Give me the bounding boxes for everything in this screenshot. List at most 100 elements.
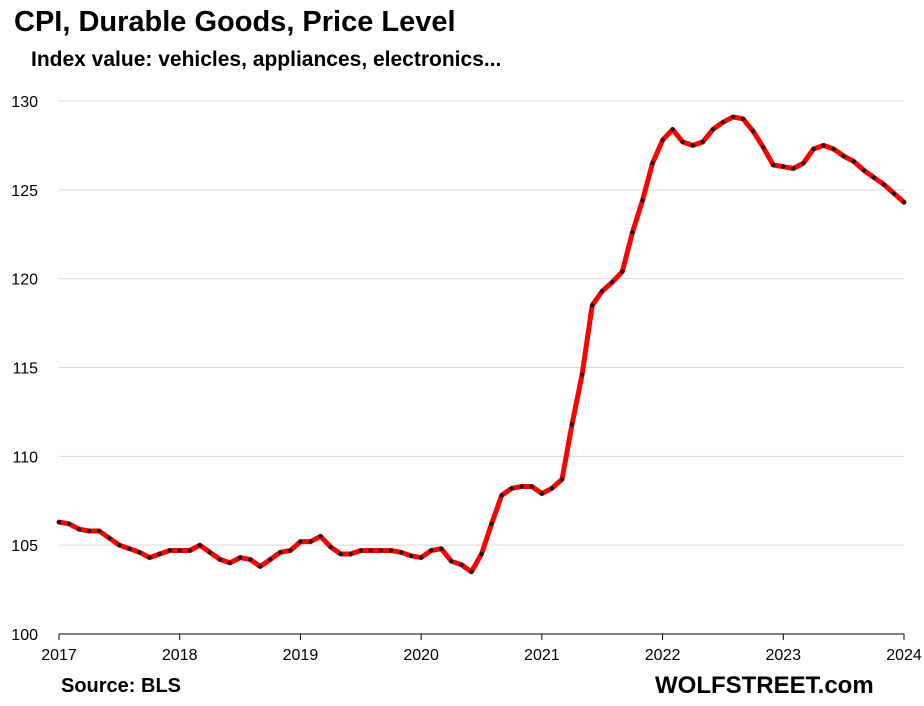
data-point-73 <box>791 166 796 171</box>
data-point-3 <box>87 528 92 534</box>
data-point-36 <box>418 555 424 560</box>
y-tick-label-125: 125 <box>11 183 38 200</box>
data-point-77 <box>831 146 836 152</box>
data-point-80 <box>861 168 866 173</box>
data-point-14 <box>197 543 202 548</box>
data-point-12 <box>177 548 182 553</box>
data-point-43 <box>489 521 494 526</box>
data-point-56 <box>620 269 625 274</box>
data-point-17 <box>227 560 233 566</box>
data-point-84 <box>901 200 907 205</box>
data-point-42 <box>479 551 484 557</box>
data-point-63 <box>690 143 695 148</box>
y-tick-label-100: 100 <box>11 627 38 644</box>
data-point-67 <box>730 114 736 120</box>
data-point-83 <box>891 191 897 196</box>
data-point-26 <box>318 534 323 539</box>
data-point-70 <box>761 145 766 150</box>
chart-title: CPI, Durable Goods, Price Level <box>14 6 456 38</box>
y-tick-label-105: 105 <box>11 538 38 555</box>
data-point-45 <box>509 486 514 491</box>
data-point-40 <box>459 562 464 567</box>
y-tick-label-130: 130 <box>11 94 38 111</box>
data-point-82 <box>881 182 887 187</box>
y-tick-label-115: 115 <box>12 361 38 378</box>
data-point-49 <box>549 486 555 491</box>
data-point-18 <box>237 555 243 560</box>
data-point-72 <box>781 164 786 169</box>
data-point-21 <box>268 557 273 562</box>
data-point-51 <box>569 422 575 427</box>
data-point-11 <box>167 548 172 553</box>
data-point-78 <box>841 153 846 159</box>
data-point-69 <box>750 129 756 134</box>
data-point-65 <box>710 127 716 132</box>
data-point-46 <box>519 484 524 489</box>
chart-subtitle: Index value: vehicles, appliances, elect… <box>31 48 502 71</box>
data-point-74 <box>801 161 806 166</box>
data-point-23 <box>288 548 293 553</box>
data-point-24 <box>298 539 303 544</box>
x-tick-label-2018: 2018 <box>162 647 198 664</box>
data-point-79 <box>851 159 856 164</box>
data-point-2 <box>76 527 82 532</box>
series-line-0 <box>56 114 907 575</box>
data-point-52 <box>579 372 585 377</box>
data-point-62 <box>680 139 685 145</box>
data-point-37 <box>429 548 434 553</box>
data-point-19 <box>247 557 253 562</box>
data-point-33 <box>388 548 394 553</box>
x-tick-label-2019: 2019 <box>283 647 319 664</box>
data-point-50 <box>559 477 565 482</box>
data-point-61 <box>670 127 675 132</box>
data-point-1 <box>66 521 72 526</box>
data-point-9 <box>147 555 152 560</box>
data-point-29 <box>348 551 353 557</box>
data-point-39 <box>449 559 454 564</box>
y-tick-label-120: 120 <box>11 272 38 289</box>
data-point-34 <box>398 550 404 555</box>
data-point-30 <box>358 548 363 553</box>
data-point-60 <box>660 137 665 143</box>
x-tick-label-2023: 2023 <box>765 647 801 664</box>
data-point-16 <box>217 557 223 562</box>
data-point-31 <box>368 548 373 553</box>
brand-label: WOLFSTREET.com <box>655 672 874 699</box>
data-point-48 <box>539 491 545 496</box>
x-tick-label-2017: 2017 <box>41 647 77 664</box>
data-point-38 <box>439 546 444 551</box>
data-point-27 <box>328 544 333 550</box>
data-point-25 <box>308 539 313 544</box>
data-point-20 <box>258 564 263 569</box>
x-tick-label-2021: 2021 <box>524 647 560 664</box>
data-point-58 <box>640 198 645 203</box>
x-tick-label-2022: 2022 <box>645 647 681 664</box>
data-point-5 <box>107 535 112 541</box>
data-point-28 <box>338 551 343 557</box>
data-point-81 <box>871 175 876 180</box>
source-label: Source: BLS <box>61 675 182 697</box>
data-point-10 <box>157 551 162 557</box>
data-point-53 <box>590 303 595 308</box>
data-point-41 <box>469 569 474 574</box>
data-point-15 <box>207 550 213 555</box>
data-point-35 <box>408 553 414 558</box>
data-point-59 <box>650 161 655 166</box>
x-tick-label-2024: 2024 <box>886 647 922 664</box>
data-point-76 <box>821 143 826 148</box>
data-point-57 <box>630 230 635 235</box>
data-point-64 <box>700 139 705 145</box>
data-point-44 <box>499 493 504 498</box>
data-point-55 <box>610 280 615 285</box>
data-point-75 <box>811 146 816 152</box>
data-point-7 <box>127 546 132 551</box>
data-point-32 <box>378 548 384 553</box>
x-tick-label-2020: 2020 <box>403 647 439 664</box>
data-point-8 <box>137 550 142 555</box>
data-point-71 <box>771 162 776 168</box>
data-point-4 <box>97 528 102 534</box>
data-point-0 <box>56 519 62 525</box>
data-point-68 <box>740 116 746 122</box>
data-point-6 <box>117 543 122 548</box>
data-point-13 <box>187 548 192 553</box>
